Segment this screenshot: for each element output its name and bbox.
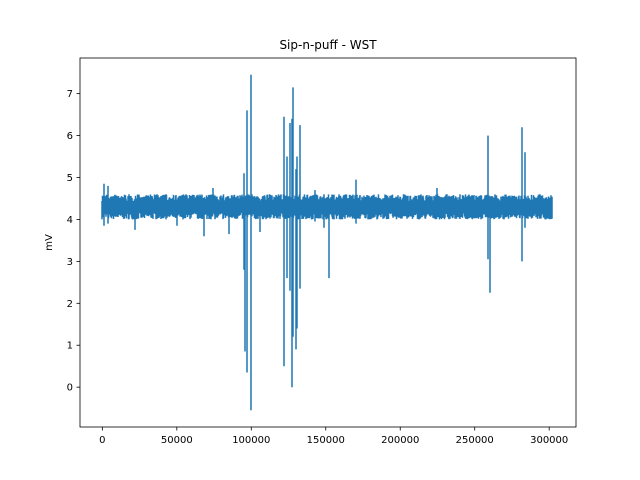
series-line [101, 74, 553, 411]
y-tick-label: 6 [67, 131, 73, 142]
x-tick-label: 50000 [161, 435, 193, 446]
x-tick-label: 100000 [232, 435, 270, 446]
y-tick-label: 2 [67, 299, 73, 310]
y-axis: 0 1 2 3 4 5 6 7 [67, 89, 80, 394]
chart-title: Sip-n-puff - WST [279, 38, 377, 52]
y-tick-label: 3 [67, 257, 73, 268]
x-axis: 0 50000 100000 150000 200000 250000 300000 [99, 427, 568, 446]
y-tick-label: 4 [67, 215, 73, 226]
x-tick-label: 200000 [381, 435, 419, 446]
x-tick-label: 0 [99, 435, 105, 446]
y-axis-label: mV [44, 234, 55, 251]
y-tick-label: 0 [67, 383, 73, 394]
axes-frame [79, 57, 577, 428]
x-tick-label: 300000 [530, 435, 568, 446]
plot-area [101, 74, 553, 411]
y-tick-label: 1 [67, 341, 73, 352]
x-tick-label: 150000 [307, 435, 345, 446]
x-tick-label: 250000 [456, 435, 494, 446]
y-tick-label: 7 [67, 89, 73, 100]
y-tick-label: 5 [67, 173, 73, 184]
